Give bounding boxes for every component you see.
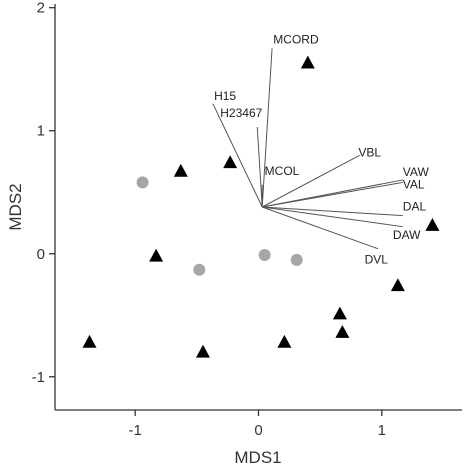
y-tick-label: -1 [32, 369, 45, 386]
vector-label-dal: DAL [403, 200, 427, 214]
vector-label-dvl: DVL [365, 253, 389, 267]
x-tick-label: 1 [378, 422, 386, 439]
vector-label-val: VAL [403, 178, 425, 192]
y-tick-label: 0 [37, 246, 45, 263]
x-tick-label: 0 [254, 422, 262, 439]
vector-line-val [262, 181, 403, 208]
x-axis-title: MDS1 [234, 448, 281, 467]
triangle-point [82, 334, 97, 348]
y-axis-title: MDS2 [6, 183, 25, 230]
vector-label-h23467: H23467 [220, 106, 262, 120]
circle-point [136, 176, 149, 189]
axis-ticks: -1 0 1 -1 0 1 2 [32, 0, 386, 439]
triangle-point [332, 306, 347, 320]
vector-label-daw: DAW [393, 228, 421, 242]
triangle-point [335, 325, 350, 338]
vector-label-mcol: MCOL [265, 164, 300, 178]
vector-line-dvl [262, 206, 379, 250]
data-points [82, 55, 440, 358]
vector-label-h15: H15 [214, 89, 236, 103]
vector-line-dal [262, 206, 403, 217]
triangle-point [390, 278, 405, 292]
triangle-point [196, 344, 210, 358]
circle-point [258, 248, 271, 261]
y-tick-label: 2 [37, 0, 45, 17]
vector-line-daw [262, 206, 403, 228]
vector-line-h15 [212, 103, 263, 208]
circle-point [193, 263, 206, 276]
triangle-point [277, 334, 292, 348]
vector-label-mcord: MCORD [273, 32, 319, 46]
triangle-point [425, 218, 440, 231]
vector-line-vbl [261, 154, 360, 208]
circle-point [290, 253, 303, 266]
y-tick-label: 1 [37, 123, 45, 140]
vector-line-mcord [261, 48, 273, 208]
vector-label-vaw: VAW [403, 165, 430, 179]
vector-label-vbl: VBL [358, 146, 381, 160]
triangle-point [149, 248, 164, 262]
triangle-point [300, 55, 315, 69]
vector-line-h23467 [256, 126, 263, 208]
triangle-point [173, 163, 188, 177]
axes [54, 4, 462, 411]
x-tick-label: -1 [128, 422, 141, 439]
triangle-point [223, 155, 238, 169]
